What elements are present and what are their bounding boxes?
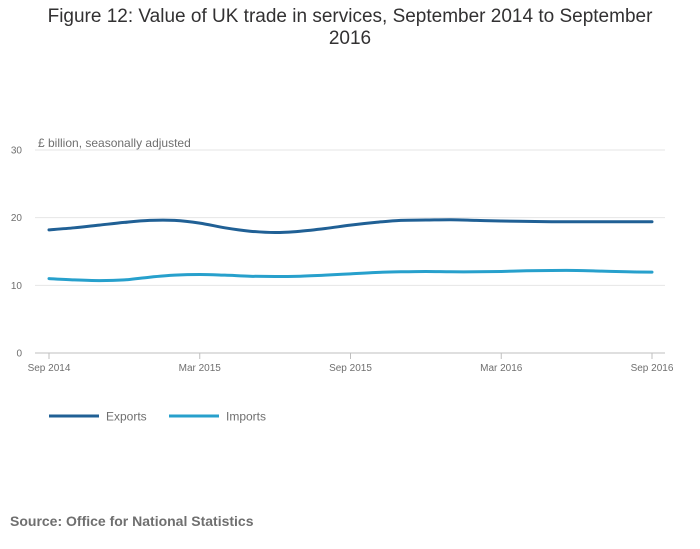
legend-label-imports: Imports [226, 410, 266, 424]
x-axis-ticks: Sep 2014 Mar 2015 Sep 2015 Mar 2016 Sep 2016 [28, 353, 674, 374]
gridlines [35, 149, 665, 354]
y-tick-label: 30 [11, 146, 23, 157]
x-tick-label: Sep 2015 [329, 363, 372, 374]
y-tick-label: 0 [16, 349, 22, 360]
y-axis-ticks: 0 10 20 30 [11, 146, 23, 360]
series-line-imports[interactable] [47, 268, 654, 283]
legend: Exports Imports [49, 410, 266, 424]
y-tick-label: 10 [11, 281, 23, 292]
chart-title: Figure 12: Value of UK trade in services… [47, 6, 653, 49]
y-axis-label: £ billion, seasonally adjusted [38, 136, 191, 150]
source-note: Source: Office for National Statistics [10, 513, 254, 529]
x-tick-label: Sep 2016 [631, 363, 674, 374]
x-tick-label: Mar 2016 [480, 363, 523, 374]
x-tick-label: Mar 2015 [179, 363, 222, 374]
legend-label-exports: Exports [106, 410, 147, 424]
series-line-exports[interactable] [47, 218, 654, 235]
y-tick-label: 20 [11, 213, 23, 224]
series-lines [47, 218, 654, 283]
x-tick-label: Sep 2014 [28, 363, 71, 374]
